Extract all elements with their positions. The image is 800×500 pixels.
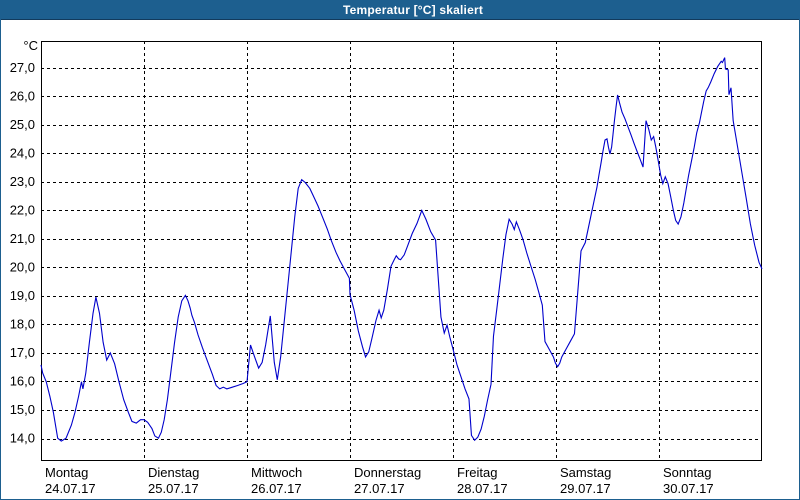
svg-text:21,0: 21,0 (10, 231, 35, 246)
svg-text:24,0: 24,0 (10, 145, 35, 160)
svg-text:16,0: 16,0 (10, 373, 35, 388)
svg-text:°C: °C (23, 38, 38, 53)
svg-text:Dienstag: Dienstag (148, 465, 199, 480)
svg-text:29.07.17: 29.07.17 (560, 481, 611, 496)
svg-text:27.07.17: 27.07.17 (354, 481, 405, 496)
svg-text:28.07.17: 28.07.17 (457, 481, 508, 496)
svg-text:14,0: 14,0 (10, 431, 35, 446)
svg-text:26.07.17: 26.07.17 (251, 481, 302, 496)
svg-text:19,0: 19,0 (10, 288, 35, 303)
svg-text:Sonntag: Sonntag (663, 465, 711, 480)
svg-text:17,0: 17,0 (10, 345, 35, 360)
svg-text:Mittwoch: Mittwoch (251, 465, 302, 480)
svg-text:18,0: 18,0 (10, 316, 35, 331)
svg-text:30.07.17: 30.07.17 (663, 481, 714, 496)
svg-text:22,0: 22,0 (10, 202, 35, 217)
svg-text:Samstag: Samstag (560, 465, 611, 480)
svg-text:25.07.17: 25.07.17 (148, 481, 199, 496)
svg-text:Freitag: Freitag (457, 465, 497, 480)
svg-text:Donnerstag: Donnerstag (354, 465, 421, 480)
svg-text:24.07.17: 24.07.17 (45, 481, 96, 496)
svg-text:20,0: 20,0 (10, 259, 35, 274)
svg-text:27,0: 27,0 (10, 60, 35, 75)
svg-text:25,0: 25,0 (10, 117, 35, 132)
svg-text:26,0: 26,0 (10, 88, 35, 103)
svg-text:Montag: Montag (45, 465, 88, 480)
svg-text:15,0: 15,0 (10, 402, 35, 417)
svg-text:23,0: 23,0 (10, 174, 35, 189)
